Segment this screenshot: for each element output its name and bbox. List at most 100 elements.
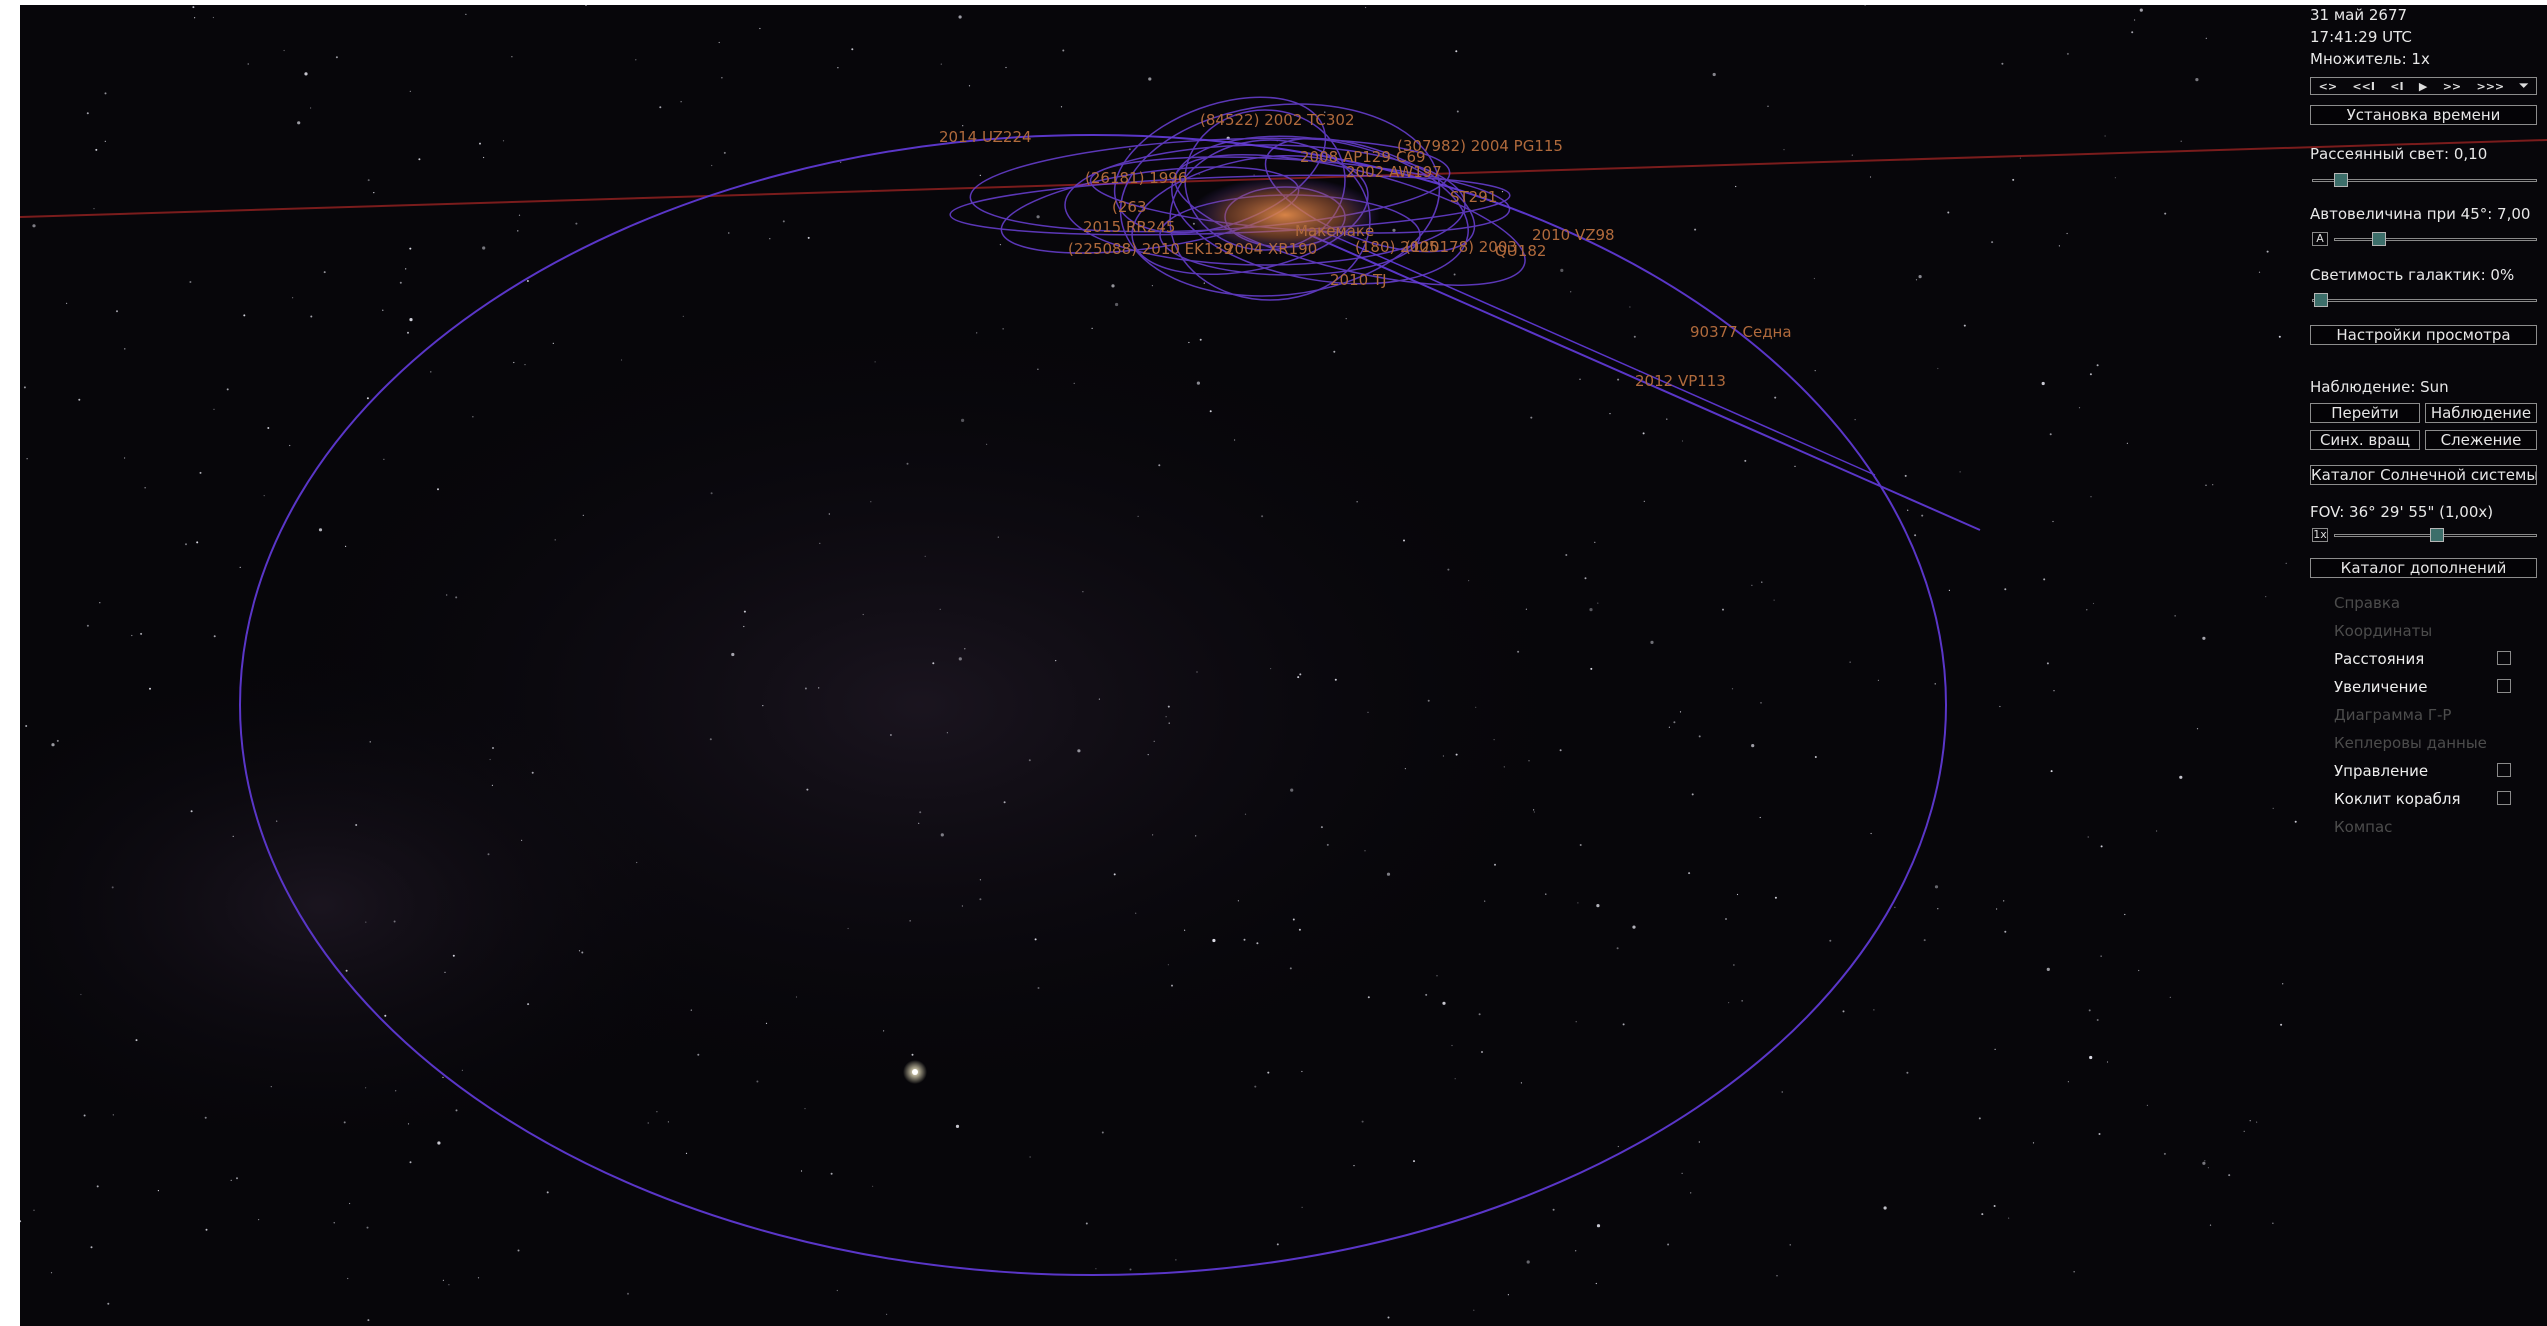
object-label[interactable]: 2010 VZ98 [1532, 226, 1615, 244]
object-label[interactable]: (225088) 2010 EK139 [1068, 240, 1233, 258]
fov-reset-toggle[interactable]: 1x [2312, 528, 2328, 542]
star [452, 954, 455, 957]
star [2280, 1023, 2283, 1026]
object-label[interactable]: 2008 AP129 [1300, 148, 1391, 166]
star [1854, 419, 1856, 421]
star [1915, 279, 1918, 281]
object-label[interactable]: (180) 2005 [1355, 238, 1439, 256]
object-label[interactable]: 2014 UZ224 [939, 128, 1032, 146]
object-label[interactable]: 90377 Седна [1690, 323, 1792, 341]
addons-catalog-button[interactable]: Каталог дополнений [2310, 558, 2537, 578]
distances-checkbox[interactable] [2497, 651, 2511, 665]
object-label[interactable]: (84522) 2002 TC302 [1200, 111, 1355, 129]
view-settings-button[interactable]: Настройки просмотра [2310, 325, 2537, 345]
star [349, 1202, 351, 1205]
object-label[interactable]: 2010 TJ [1330, 271, 1387, 289]
star [1533, 811, 1535, 813]
magnification-checkbox[interactable] [2497, 679, 2511, 693]
star [1276, 1243, 1279, 1246]
star [1167, 705, 1170, 708]
fov-slider[interactable]: 1x [2312, 528, 2537, 542]
star [958, 657, 962, 661]
menu-magnification[interactable]: Увеличение [2334, 678, 2428, 696]
star [531, 771, 534, 774]
star [1101, 1131, 1104, 1134]
star [769, 238, 771, 240]
star [2087, 836, 2089, 838]
sync-rotation-button[interactable]: Синх. вращ [2310, 430, 2420, 450]
space-viewport[interactable]: 2014 UZ224 (84522) 2002 TC302 (307982) 200… [20, 5, 2547, 1326]
scattered-light-knob[interactable] [2334, 173, 2348, 187]
star [1209, 410, 1212, 413]
star [1442, 1001, 1446, 1005]
object-label[interactable]: Макемаке [1295, 222, 1375, 240]
track-button[interactable]: Слежение [2425, 430, 2537, 450]
fast-rewind-icon[interactable]: <<I [2352, 79, 2375, 93]
star [804, 1108, 806, 1110]
star [1948, 589, 1950, 592]
star [124, 348, 126, 350]
galaxy-brightness-knob[interactable] [2314, 293, 2328, 307]
star [2086, 609, 2088, 611]
set-time-button[interactable]: Установка времени [2310, 105, 2537, 125]
fast-forward-icon[interactable]: >>> [2476, 79, 2505, 93]
object-label[interactable]: (307982) 2004 PG115 [1397, 137, 1563, 155]
star [1199, 338, 1202, 341]
star [442, 1076, 444, 1078]
star [1520, 1082, 1522, 1084]
star [323, 271, 326, 274]
controls-checkbox[interactable] [2497, 763, 2511, 777]
auto-magnitude-slider[interactable]: A [2312, 232, 2537, 246]
menu-distances[interactable]: Расстояния [2334, 650, 2425, 668]
star [2106, 1061, 2109, 1063]
star [1334, 678, 1337, 681]
object-label[interactable]: 2002 AW197 [1346, 163, 1442, 181]
star [1947, 211, 1950, 214]
scattered-light-slider[interactable] [2312, 173, 2537, 187]
star [1151, 285, 1153, 287]
play-icon[interactable]: ▶ [2418, 79, 2428, 93]
menu-compass[interactable]: Компас [2334, 818, 2393, 836]
star [1365, 6, 1367, 9]
auto-magnitude-knob[interactable] [2372, 232, 2386, 246]
object-label[interactable]: C69 [1396, 148, 1426, 166]
object-label[interactable]: (263 [1112, 198, 1147, 216]
star [1184, 929, 1186, 931]
object-label[interactable]: 2012 VP113 [1635, 372, 1726, 390]
object-label[interactable]: 2004 XR190 [1225, 240, 1318, 258]
filter-icon[interactable]: ⏷ [2519, 79, 2529, 92]
object-label[interactable]: (26181) 1996 [1085, 169, 1188, 187]
control-panel: 31 май 2677 17:41:29 UTC Множитель: 1x <… [2310, 5, 2547, 1326]
ship-cockpit-checkbox[interactable] [2497, 791, 2511, 805]
object-label[interactable]: 2015 RR245 [1083, 218, 1176, 236]
auto-magnitude-toggle[interactable]: A [2312, 232, 2328, 246]
star [409, 247, 412, 250]
star [2067, 1081, 2069, 1083]
star [1579, 844, 1582, 846]
reverse-time-icon[interactable]: <> [2318, 79, 2338, 93]
star [1783, 149, 1785, 151]
object-label[interactable]: QU182 [1495, 242, 1547, 260]
menu-kepler-data[interactable]: Кеплеровы данные [2334, 734, 2487, 752]
fov-knob[interactable] [2430, 528, 2444, 542]
object-label[interactable]: ST291 [1450, 188, 1498, 206]
menu-controls[interactable]: Управление [2334, 762, 2429, 780]
star [1575, 1021, 1577, 1023]
star [267, 427, 270, 429]
star [99, 602, 101, 604]
star [2088, 1009, 2091, 1012]
menu-hr-diagram[interactable]: Диаграмма Г-Р [2334, 706, 2452, 724]
star [442, 1279, 444, 1281]
forward-icon[interactable]: >> [2442, 79, 2462, 93]
solar-system-catalog-button[interactable]: Каталог Солнечной системы [2310, 465, 2537, 485]
galaxy-brightness-slider[interactable] [2312, 293, 2537, 307]
menu-ship-cockpit[interactable]: Коклит корабля [2334, 790, 2461, 808]
menu-coordinates[interactable]: Координаты [2334, 622, 2433, 640]
observe-button[interactable]: Наблюдение [2425, 403, 2537, 423]
star [918, 822, 920, 824]
menu-help[interactable]: Справка [2334, 594, 2401, 612]
object-label[interactable]: (120178) 2003 [1405, 238, 1517, 256]
rewind-icon[interactable]: <I [2390, 79, 2404, 93]
goto-button[interactable]: Перейти [2310, 403, 2420, 423]
star [491, 784, 493, 787]
